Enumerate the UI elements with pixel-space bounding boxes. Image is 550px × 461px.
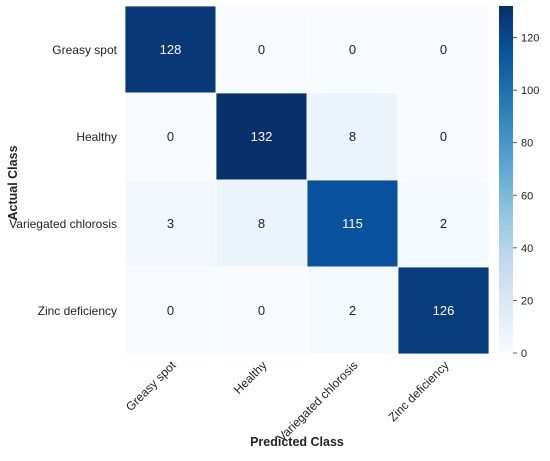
- heatmap-cell: [215, 92, 308, 181]
- heatmap-cell: [215, 266, 308, 355]
- heatmap-cell: [124, 266, 217, 355]
- colorbar-tick-label: 60: [521, 190, 533, 202]
- colorbar-tick-label: 0: [521, 348, 527, 360]
- cell-value-label: 0: [167, 303, 174, 318]
- heatmap-cell: [397, 266, 490, 355]
- heatmap-cells: [124, 5, 490, 355]
- heatmap-cell: [397, 179, 490, 268]
- cell-value-label: 128: [160, 42, 182, 57]
- cell-value-label: 126: [433, 303, 455, 318]
- cell-value-label: 2: [440, 216, 447, 231]
- x-axis-title: Predicted Class: [250, 435, 344, 449]
- cell-value-labels: 128 0 0 0 0 132 8 0 3 8 115 2 0 0 2 126: [160, 42, 455, 318]
- y-tick-label: Zinc deficiency: [38, 304, 117, 318]
- cell-value-label: 8: [349, 129, 356, 144]
- colorbar-tick-label: 40: [521, 243, 533, 255]
- cell-value-label: 0: [440, 129, 447, 144]
- cell-value-label: 8: [258, 216, 265, 231]
- x-tick-label: Zinc deficiency: [386, 358, 452, 424]
- heatmap-cell: [215, 179, 308, 268]
- colorbar-tick-label: 100: [521, 85, 539, 97]
- colorbar-ticks: 0 20 40 60 80 100 120: [513, 33, 539, 360]
- x-tick-label: Variegated chlorosis: [274, 358, 360, 444]
- cell-value-label: 0: [167, 129, 174, 144]
- y-tick-label: Variegated chlorosis: [9, 217, 117, 231]
- x-tick-labels: Greasy spot Healthy Variegated chlorosis Zi…: [123, 358, 452, 445]
- cell-value-label: 0: [440, 42, 447, 57]
- cell-value-label: 0: [258, 303, 265, 318]
- heatmap-cell: [397, 5, 490, 94]
- cell-value-label: 3: [167, 216, 174, 231]
- cell-value-label: 115: [342, 216, 363, 231]
- cell-value-label: 0: [258, 42, 265, 57]
- heatmap-cell: [124, 92, 217, 181]
- heatmap-cell: [306, 266, 399, 355]
- y-tick-labels: Greasy spot Healthy Variegated chlorosis Zi…: [9, 43, 118, 318]
- colorbar-tick-label: 80: [521, 138, 533, 150]
- colorbar-tick-label: 20: [521, 295, 533, 307]
- y-axis-title: Actual Class: [6, 145, 20, 220]
- heatmap-cell: [124, 5, 217, 94]
- heatmap-cell: [306, 5, 399, 94]
- heatmap-cell: [215, 5, 308, 94]
- heatmap-cell: [397, 92, 490, 181]
- y-tick-label: Healthy: [76, 130, 117, 144]
- y-tick-label: Greasy spot: [52, 43, 117, 57]
- colorbar: [499, 6, 513, 353]
- x-tick-label: Greasy spot: [123, 358, 179, 414]
- cell-value-label: 132: [251, 129, 273, 144]
- colorbar-tick-label: 120: [521, 33, 539, 45]
- cell-value-label: 2: [349, 303, 356, 318]
- cell-value-label: 0: [349, 42, 356, 57]
- x-tick-label: Healthy: [231, 358, 270, 397]
